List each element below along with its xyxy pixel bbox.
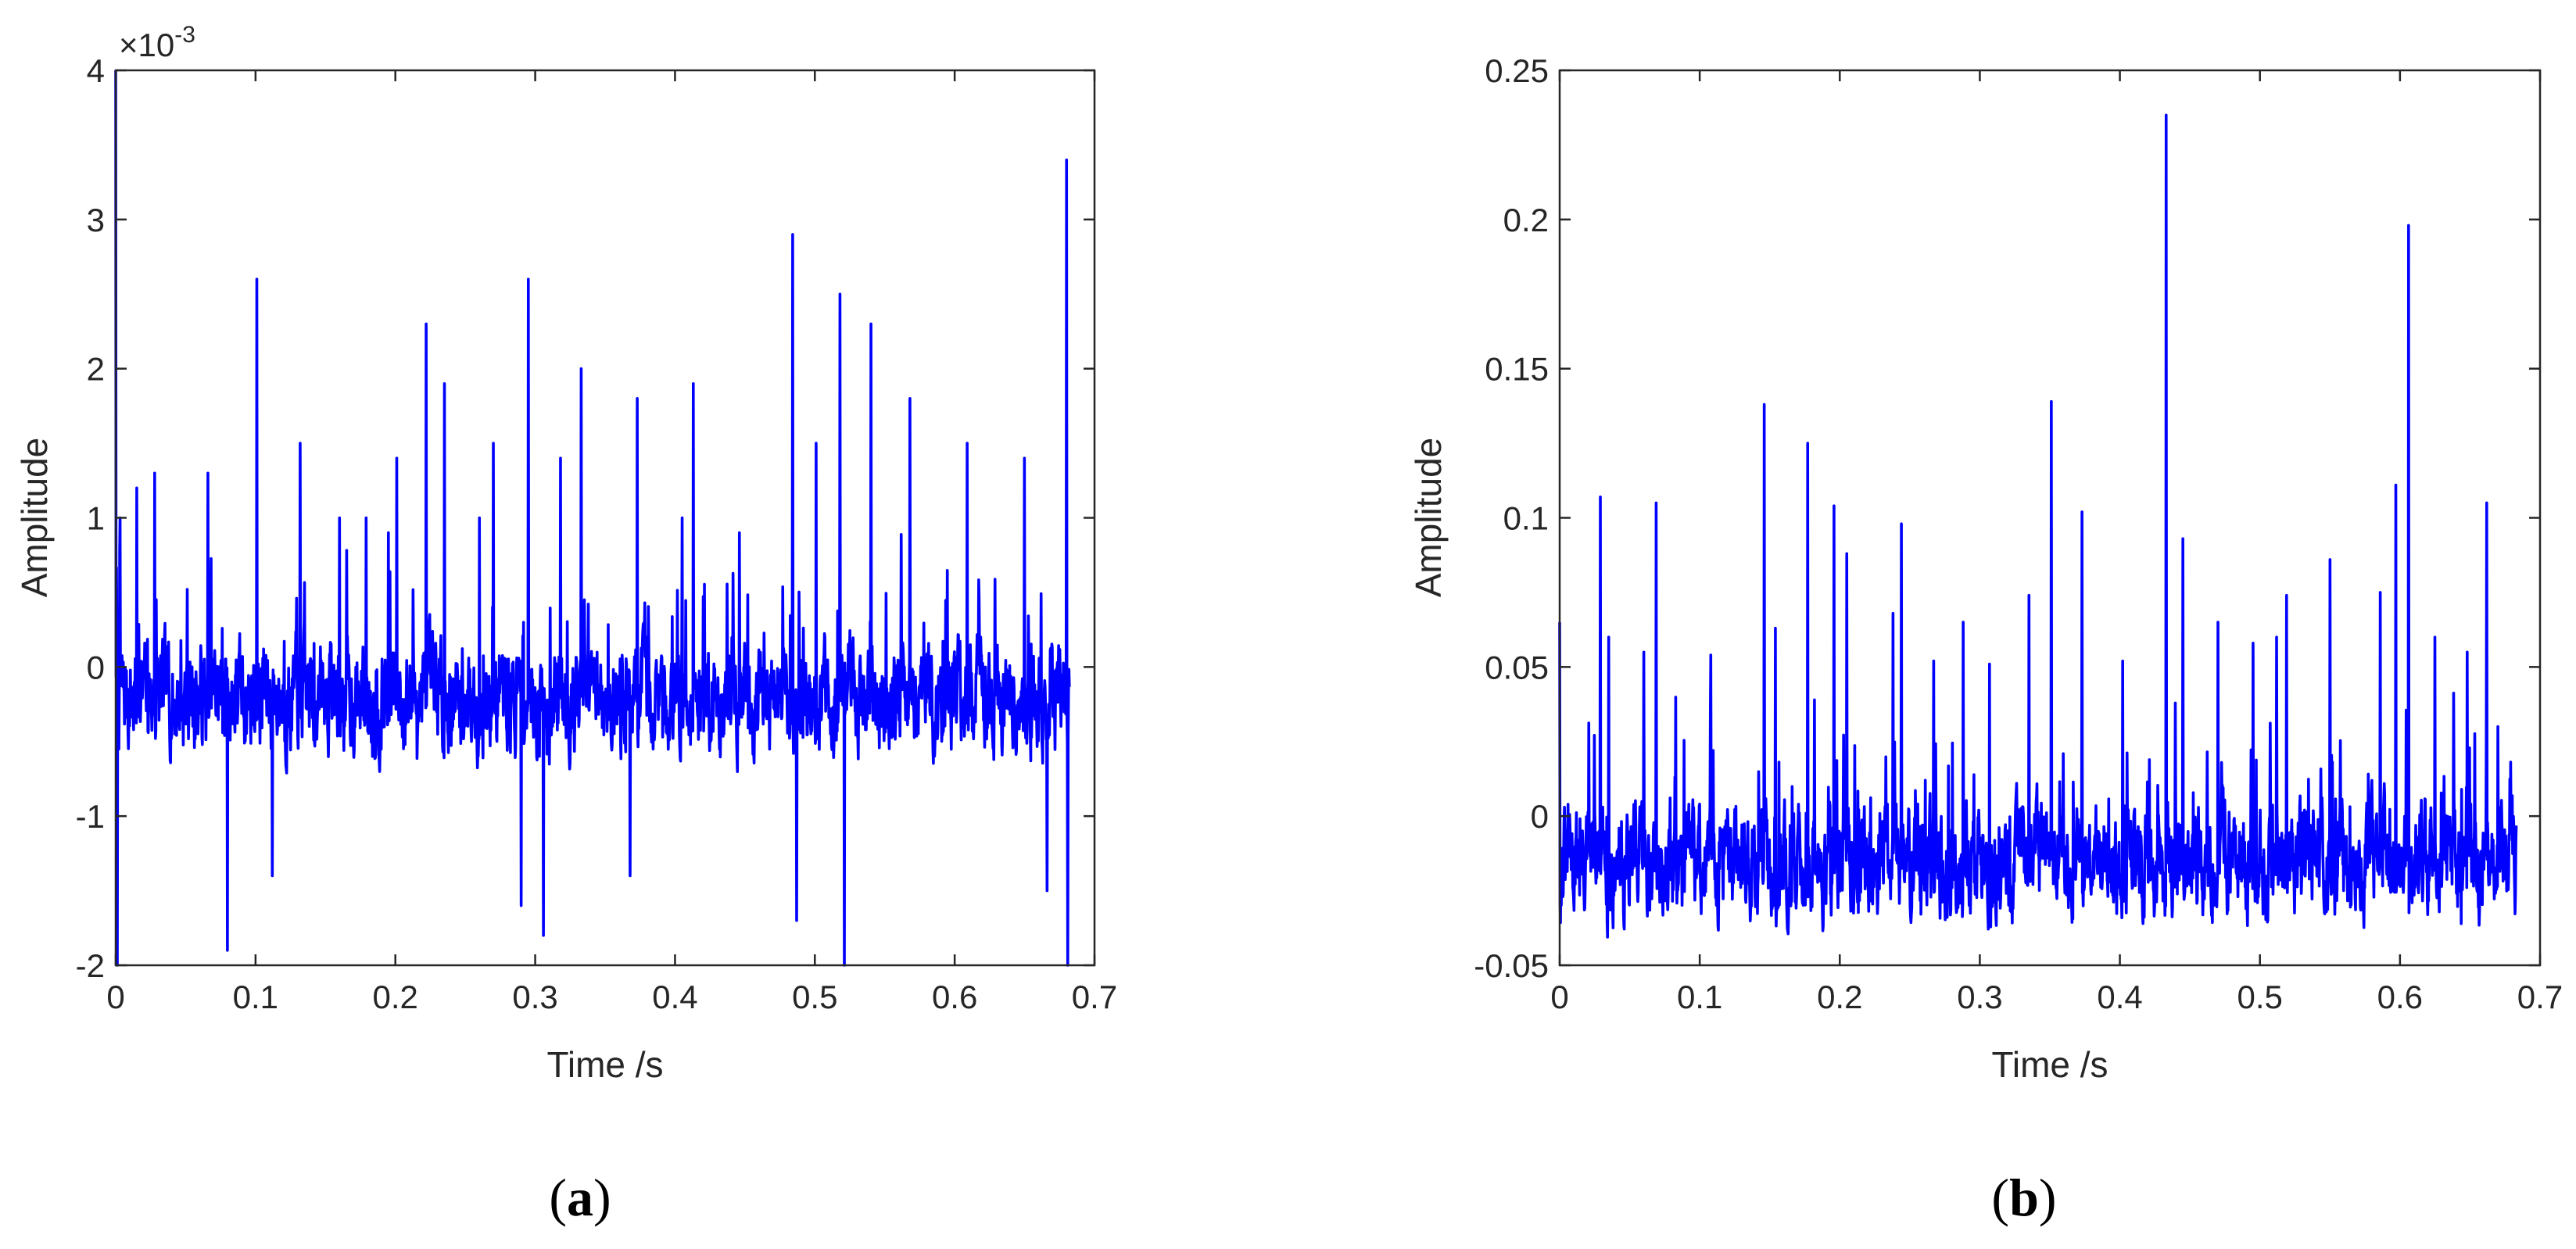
plot-b-ytick-label: 0.15 bbox=[1485, 351, 1549, 388]
plot-a-xtick-label: 0.1 bbox=[233, 979, 278, 1015]
plot-a-xtick-label: 0.2 bbox=[373, 979, 418, 1015]
plot-a-xtick-label: 0.3 bbox=[512, 979, 557, 1015]
panel-b: 0 0.1 0.2 0.3 0.4 0.5 0.6 0.7-0.0500.050.10.150… bbox=[1408, 52, 2563, 1227]
plot-a-series bbox=[114, 70, 1071, 967]
plot-b-ytick-label: 0.1 bbox=[1503, 500, 1549, 537]
panel-b-label: (b) bbox=[1991, 1168, 2056, 1227]
plot-a-exponent-power: -3 bbox=[174, 22, 195, 48]
plot-a-signal-line bbox=[114, 70, 1071, 967]
plot-b-ytick-label: 0.2 bbox=[1503, 202, 1549, 238]
plot-a-ytick-label: 1 bbox=[87, 500, 105, 537]
panel-a: 0 0.1 0.2 0.3 0.4 0.5 0.6 0.7 -2 -1 0 1 2 3 4 ×10-3 Ti… bbox=[14, 22, 1117, 1227]
plot-a-ytick-label: 0 bbox=[87, 649, 105, 685]
plot-b-ticks: 0 0.1 0.2 0.3 0.4 0.5 0.6 0.7-0.0500.050.10.150… bbox=[1474, 52, 2563, 1015]
plot-a-frame bbox=[114, 69, 1096, 967]
panel-a-label: (a) bbox=[549, 1168, 611, 1227]
plot-b-ylabel: Amplitude bbox=[1408, 438, 1449, 598]
plot-a-xtick-label: 0.6 bbox=[932, 979, 977, 1015]
plot-a-ylabel: Amplitude bbox=[14, 438, 55, 598]
plot-b-ytick-label: 0.25 bbox=[1485, 52, 1549, 89]
plot-b-series bbox=[1558, 113, 2518, 939]
plot-b-signal-line bbox=[1558, 113, 2518, 939]
plot-b-ytick-label: 0 bbox=[1531, 798, 1549, 835]
plot-b-xtick-label: 0 bbox=[1550, 979, 1568, 1015]
plot-b-xtick-label: 0.1 bbox=[1677, 979, 1722, 1015]
plot-a-ytick-label: 4 bbox=[87, 52, 105, 89]
plot-b-ytick-label: -0.05 bbox=[1474, 947, 1549, 984]
plot-b-xtick-label: 0.4 bbox=[2097, 979, 2142, 1015]
plot-a-xtick-label: 0 bbox=[106, 979, 124, 1015]
plot-a-xlabel: Time /s bbox=[546, 1044, 663, 1085]
plot-a-xtick-label: 0.5 bbox=[792, 979, 837, 1015]
plot-a-ytick-label: -1 bbox=[76, 798, 105, 835]
plot-a-ytick-label: -2 bbox=[76, 947, 105, 984]
plot-a-xtick-label: 0.7 bbox=[1072, 979, 1117, 1015]
plot-a-exponent-base: ×10-3 bbox=[119, 22, 195, 63]
plot-b-xtick-label: 0.3 bbox=[1957, 979, 2002, 1015]
plot-b-xlabel: Time /s bbox=[1991, 1044, 2108, 1085]
plot-b-ytick-label: 0.05 bbox=[1485, 649, 1549, 685]
plot-b-xtick-label: 0.2 bbox=[1817, 979, 1862, 1015]
plot-a-ytick-label: 2 bbox=[87, 351, 105, 388]
plot-a-ticks: 0 0.1 0.2 0.3 0.4 0.5 0.6 0.7 -2 -1 0 1 2 3 4 bbox=[76, 52, 1118, 1015]
plot-a-ytick-label: 3 bbox=[87, 202, 105, 238]
plot-a-xtick-label: 0.4 bbox=[652, 979, 697, 1015]
plot-b-xtick-label: 0.7 bbox=[2517, 979, 2563, 1015]
plot-b-xtick-label: 0.5 bbox=[2237, 979, 2283, 1015]
plot-b-xtick-label: 0.6 bbox=[2377, 979, 2423, 1015]
